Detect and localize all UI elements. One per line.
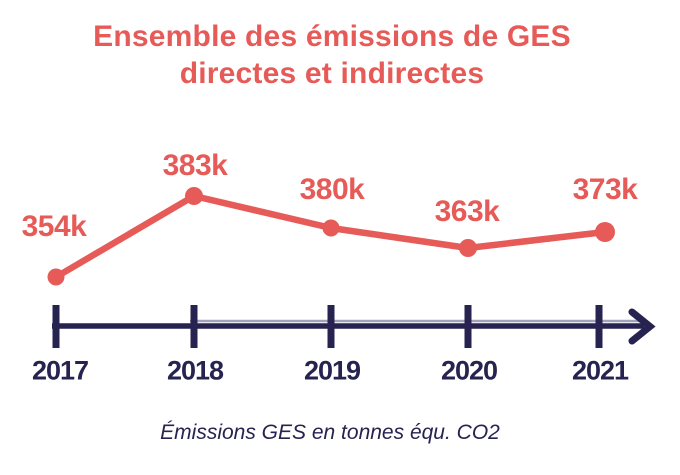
value-label-2021: 373k <box>572 173 638 206</box>
data-point-2020 <box>459 239 477 257</box>
chart-title: Ensemble des émissions de GES directes e… <box>0 18 664 92</box>
x-axis-arrow-icon <box>628 308 656 345</box>
data-point-2018 <box>185 187 203 205</box>
chart-caption: Émissions GES en tonnes équ. CO2 <box>160 421 500 444</box>
data-point-2017 <box>47 268 65 286</box>
year-label-2021: 2021 <box>571 355 629 386</box>
data-point-2021 <box>595 222 615 242</box>
chart-title-line2: directes et indirectes <box>179 57 485 90</box>
year-label-2018: 2018 <box>166 355 224 386</box>
value-label-2019: 380k <box>299 173 365 206</box>
chart-title-line1: Ensemble des émissions de GES <box>93 20 571 53</box>
value-label-2020: 363k <box>434 195 500 228</box>
value-label-2017: 354k <box>21 210 87 243</box>
year-label-2019: 2019 <box>303 355 361 386</box>
data-point-2019 <box>322 219 340 237</box>
emissions-series-line <box>52 192 609 281</box>
year-label-2020: 2020 <box>440 355 498 386</box>
year-label-2017: 2017 <box>31 355 89 386</box>
value-label-2018: 383k <box>162 149 228 182</box>
